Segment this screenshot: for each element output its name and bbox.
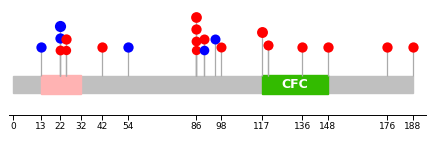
Point [37,46,44,48]
Bar [128,76,157,93]
Point [265,44,272,46]
Point [324,46,331,48]
Text: CFC: CFC [282,78,308,91]
Point [63,49,70,51]
Point [384,46,391,48]
Point [299,46,306,48]
Point [212,38,218,40]
Point [193,49,200,51]
Point [124,46,131,48]
Point [99,46,106,48]
Point [265,44,272,46]
Bar [262,75,328,94]
Point [193,40,200,42]
Point [56,24,63,27]
Bar [13,76,413,93]
Point [193,28,200,31]
Bar [40,75,81,94]
Point [258,30,265,33]
Point [409,46,416,48]
Point [218,46,225,48]
Point [193,15,200,18]
Point [201,38,208,40]
Point [56,49,63,51]
Point [63,38,70,40]
Point [201,49,208,51]
Point [56,37,63,40]
